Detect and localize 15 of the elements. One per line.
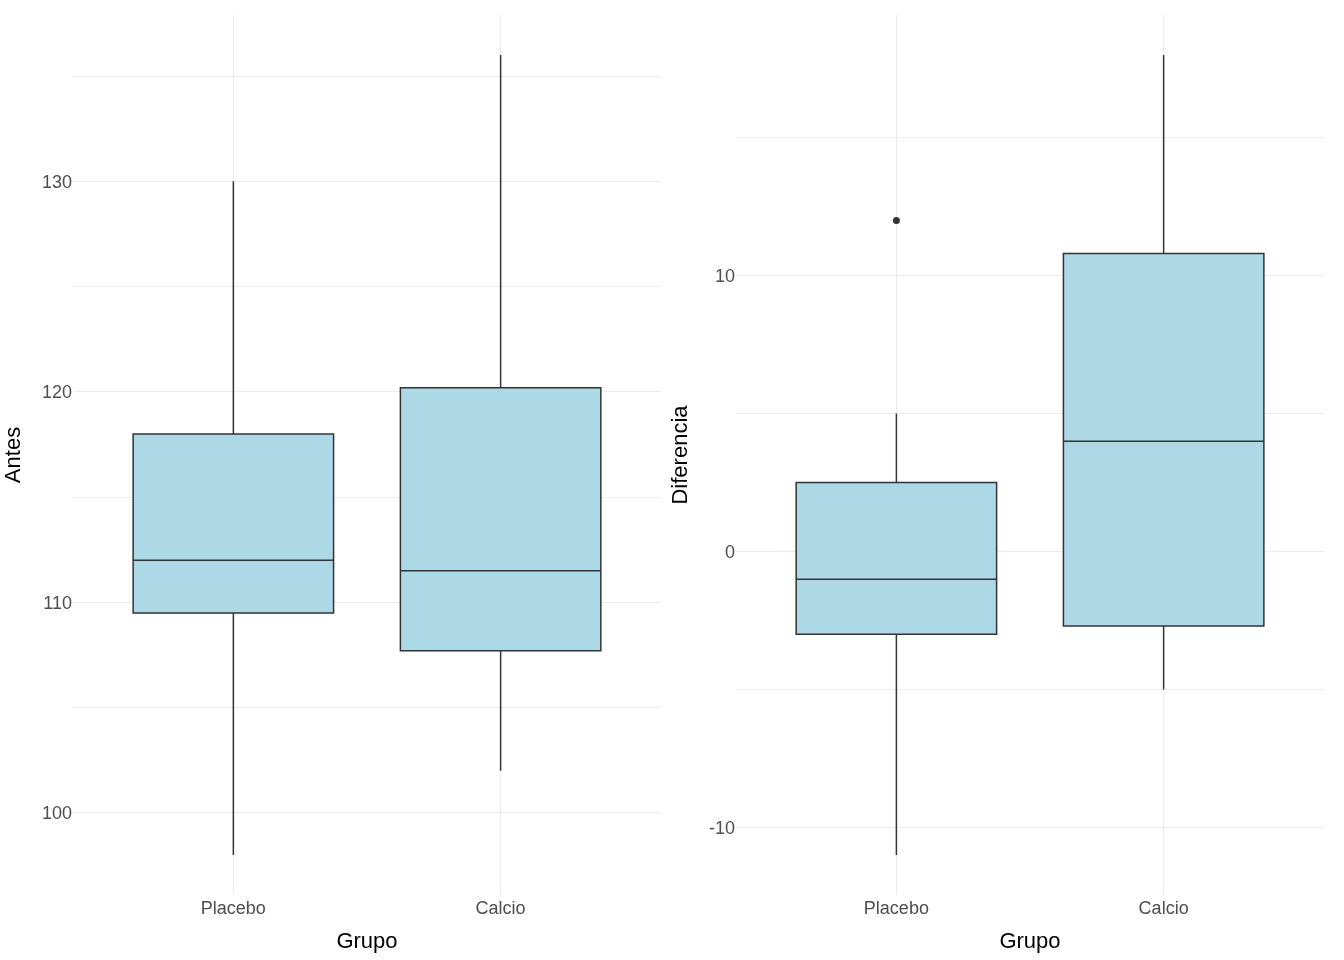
y-tick-label: 100 [41,803,72,824]
x-tick-label: Calcio [475,898,526,918]
x-tick-label: Placebo [200,898,266,918]
y-tick-label: 10 [715,265,736,286]
x-tick-label: Calcio [1138,898,1189,918]
x-tick-label: Placebo [863,898,929,918]
y-tick-label: 130 [41,171,72,192]
y-axis-title: Antes [0,426,25,484]
y-axis-title: Diferencia [666,404,692,505]
y-tick-label: 120 [41,382,72,403]
y-tick-label: -10 [709,817,736,838]
x-axis-title: Grupo [336,927,398,953]
y-tick-label: 110 [43,592,72,613]
y-tick-label: 0 [725,541,736,562]
x-axis-title: Grupo [999,927,1061,953]
